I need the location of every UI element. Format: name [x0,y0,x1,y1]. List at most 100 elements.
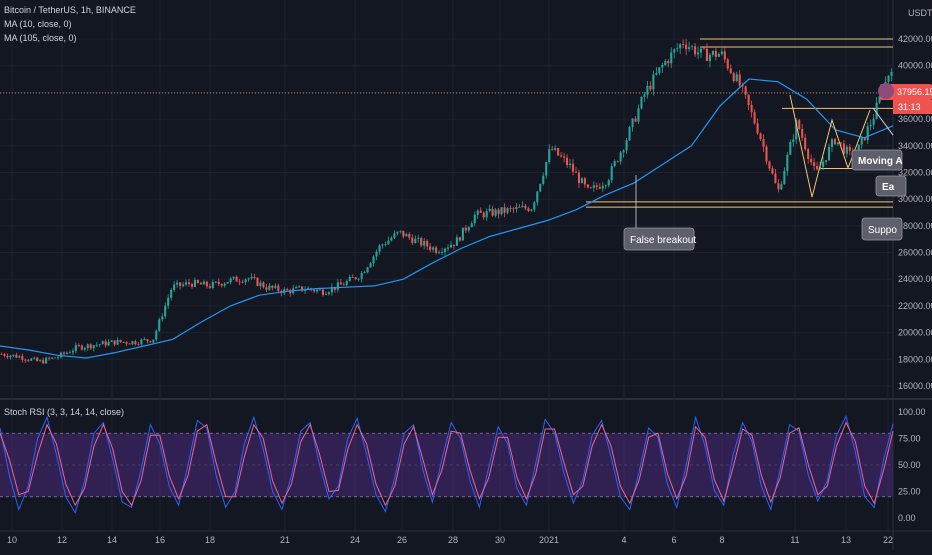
candle-body [551,149,554,151]
candle-body [747,94,750,105]
candle-body [179,282,182,286]
stoch-tick-label: 75.00 [898,434,921,444]
candle-body [789,141,792,155]
candle-body [312,289,316,292]
candle-body [36,357,39,362]
candle-body [848,146,851,151]
candle-body [295,287,298,289]
candle-body [74,345,77,351]
candle-body [327,292,330,295]
candle-body [241,281,244,283]
ma-105-line [0,78,894,359]
candle-body [9,355,12,358]
candle-body [822,161,825,167]
candle-body [824,160,828,162]
candle-body [696,52,700,55]
price-tick-label: 28000.00 [898,221,932,231]
candle-body [476,210,479,215]
price-tick-label: 26000.00 [898,248,932,258]
candle-body [801,128,804,138]
candle-body [616,161,619,162]
candle-body [655,73,658,75]
candle-body [667,60,670,64]
pattern-drawing [789,94,871,198]
ma-long-legend: MA (105, close, 0) [4,33,77,43]
moving-avg-pointer [872,107,894,136]
candle-body [354,277,357,280]
candle-body [446,247,450,249]
candle-body [402,230,405,237]
candle-body [518,206,521,208]
support-callout-box [861,217,903,241]
candle-body [485,211,488,218]
candle-body [274,285,277,288]
time-tick-label: 11 [790,535,799,545]
candle-body [711,50,714,55]
candle-body [0,353,3,355]
candle-body [238,281,241,283]
candle-body [256,277,259,286]
candle-body [363,272,366,274]
candle-body [830,139,834,148]
candle-body [646,85,649,95]
candle-body [798,120,801,129]
candle-body [631,118,634,128]
time-tick-label: 28 [448,535,458,545]
candle-body [583,178,586,185]
candle-body [557,148,560,156]
candle-body [190,284,194,287]
moving-avg-callout-text: Moving A [858,156,903,167]
candle-body [473,214,476,224]
candle-body [548,149,551,163]
candle-body [440,251,444,253]
candle-body [607,180,610,186]
currency-label: USDT [908,8,932,18]
candle-body [429,246,432,250]
candle-body [116,339,119,345]
candle-body [592,185,595,188]
candle-body [762,139,765,147]
candle-body [777,183,780,190]
candle-body [497,209,500,215]
candle-body [271,285,274,288]
candle-body [345,281,348,286]
candle-body [705,48,709,62]
candle-body [685,44,688,50]
candle-body [426,240,429,247]
candle-body [232,276,235,279]
candle-body [449,244,453,248]
candle-body [756,123,759,134]
candle-body [438,252,441,254]
candle-body [387,240,390,245]
candle-body [134,341,137,345]
candle-body [357,278,360,280]
candle-body [694,46,697,55]
candle-body [839,142,842,144]
candle-body [819,166,822,170]
candle-body [494,209,497,216]
candle-body [601,186,604,189]
candle-body [68,352,71,354]
candle-body [158,319,161,331]
candle-body [866,126,869,141]
candle-body [161,316,164,320]
candle-body [110,340,113,342]
candle-body [113,340,116,345]
price-tick-label: 24000.00 [898,274,932,284]
moving-avg-callout-box [851,149,903,171]
candle-body [187,282,191,285]
candle-body [27,360,30,362]
candle-body [530,209,533,211]
candle-body [807,149,810,159]
candle-body [15,354,18,358]
candle-body [414,238,417,244]
candle-body [54,357,57,359]
stoch-tick-label: 50.00 [898,460,921,470]
candle-body [214,281,217,283]
candle-body [455,237,458,246]
candle-body [863,137,866,141]
candle-body [65,352,69,354]
price-tick-label: 40000.00 [898,61,932,71]
